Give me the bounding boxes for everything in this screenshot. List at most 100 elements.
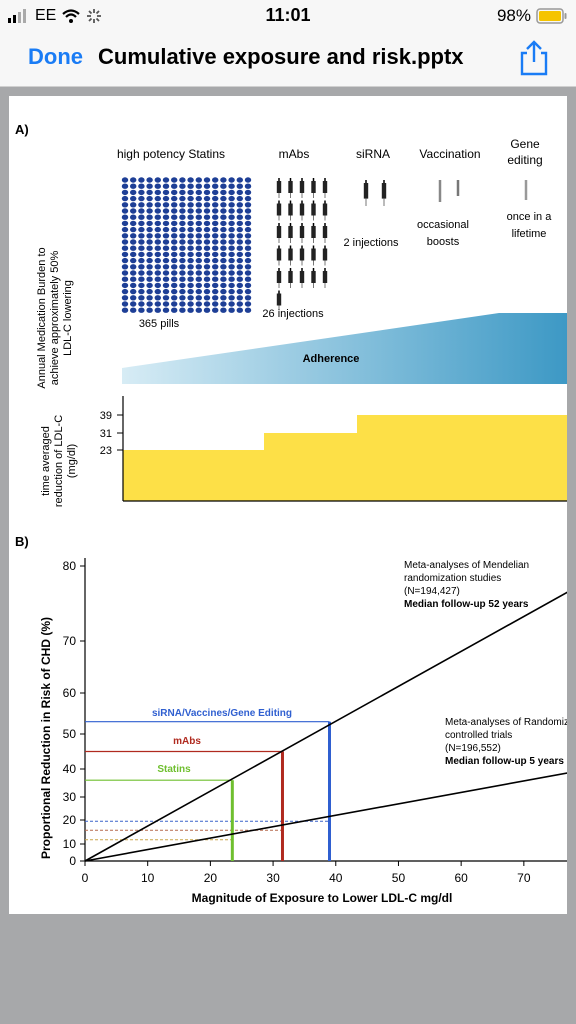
pill — [130, 251, 137, 258]
pill — [171, 239, 178, 245]
pill — [171, 257, 178, 264]
syringe-icon — [276, 200, 282, 221]
pill — [171, 195, 178, 202]
gene-editing-caption: once in a — [507, 211, 553, 223]
pill — [171, 251, 178, 258]
pill — [130, 270, 137, 276]
pill — [203, 177, 211, 183]
rct-annotation: (N=196,552) — [445, 743, 501, 754]
rct-followup: Median follow-up 5 years — [445, 756, 564, 767]
pill — [146, 282, 153, 289]
chart-x-label: Magnitude of Exposure to Lower LDL-C mg/… — [192, 891, 453, 905]
syringe-icon — [288, 200, 293, 221]
pill — [187, 257, 194, 264]
share-icon[interactable] — [517, 40, 551, 76]
pill — [220, 245, 227, 251]
pill — [171, 183, 178, 189]
pill — [130, 276, 137, 282]
pill — [171, 301, 178, 307]
pill — [203, 251, 211, 258]
pill — [138, 214, 145, 220]
pill — [228, 208, 235, 214]
pill — [203, 301, 211, 307]
pill — [138, 245, 145, 251]
pill — [220, 214, 227, 220]
pill — [146, 245, 153, 251]
pill — [162, 264, 170, 270]
pill — [187, 177, 194, 183]
mendelian-followup: Median follow-up 52 years — [404, 599, 529, 610]
pill — [212, 257, 219, 264]
vaccination-caption: occasional — [417, 219, 469, 231]
pill — [146, 288, 153, 295]
pill — [179, 195, 186, 202]
pill — [130, 183, 137, 189]
pill — [146, 301, 153, 307]
syringe-icon — [299, 200, 305, 221]
pill — [203, 233, 211, 239]
rct-annotation: Meta-analyses of Randomized — [445, 717, 567, 728]
pill — [244, 226, 252, 233]
pill — [244, 245, 252, 251]
pill — [130, 295, 137, 301]
pill — [203, 202, 211, 208]
pill — [138, 264, 145, 270]
pill — [236, 177, 243, 183]
pill — [162, 301, 170, 307]
pill — [130, 177, 137, 183]
series-line — [84, 591, 567, 862]
pill — [244, 177, 252, 183]
pill — [146, 220, 153, 227]
adherence-label: Adherence — [303, 353, 360, 365]
pill — [146, 189, 153, 196]
pill — [162, 288, 170, 295]
pill — [195, 214, 202, 220]
pill — [228, 220, 235, 227]
gene-editing-title: Gene — [510, 137, 540, 151]
step-tick-label: 31 — [100, 428, 112, 440]
pill — [195, 264, 202, 270]
clock: 11:01 — [265, 5, 311, 25]
pill — [187, 264, 194, 270]
sirna-syringes — [363, 180, 387, 206]
pill — [138, 257, 145, 264]
pill — [203, 257, 211, 264]
rct-annotation: controlled trials — [445, 730, 512, 741]
pill — [162, 245, 170, 251]
pill — [203, 276, 211, 282]
pill — [146, 307, 153, 313]
pill — [212, 208, 219, 214]
pill — [195, 307, 202, 313]
pill — [121, 251, 129, 258]
pill — [146, 270, 153, 276]
pill — [162, 295, 170, 301]
pill — [212, 245, 219, 251]
pill — [195, 245, 202, 251]
done-button[interactable]: Done — [28, 44, 83, 69]
x-tick-label: 70 — [517, 871, 531, 885]
pill — [187, 183, 194, 189]
pill — [121, 189, 129, 196]
pill — [220, 177, 227, 183]
pill — [179, 239, 186, 245]
syringe-icon — [276, 245, 282, 266]
pill — [236, 295, 243, 301]
pill — [244, 195, 252, 202]
battery-percent: 98% — [496, 6, 531, 25]
pill — [171, 189, 178, 196]
pill — [228, 307, 235, 313]
pill — [154, 264, 161, 270]
syringe-icon — [288, 178, 293, 198]
pill — [228, 202, 235, 208]
pill — [130, 214, 137, 220]
pill — [236, 270, 243, 276]
slide: A) Annual Medication Burden to achieve a… — [9, 96, 567, 914]
x-tick-label: 60 — [454, 871, 468, 885]
signal-icon — [8, 9, 26, 23]
syringe-icon — [288, 223, 293, 243]
pill — [187, 195, 194, 202]
pill — [195, 177, 202, 183]
pill — [154, 202, 161, 208]
pill — [121, 239, 129, 245]
pill — [138, 307, 145, 313]
